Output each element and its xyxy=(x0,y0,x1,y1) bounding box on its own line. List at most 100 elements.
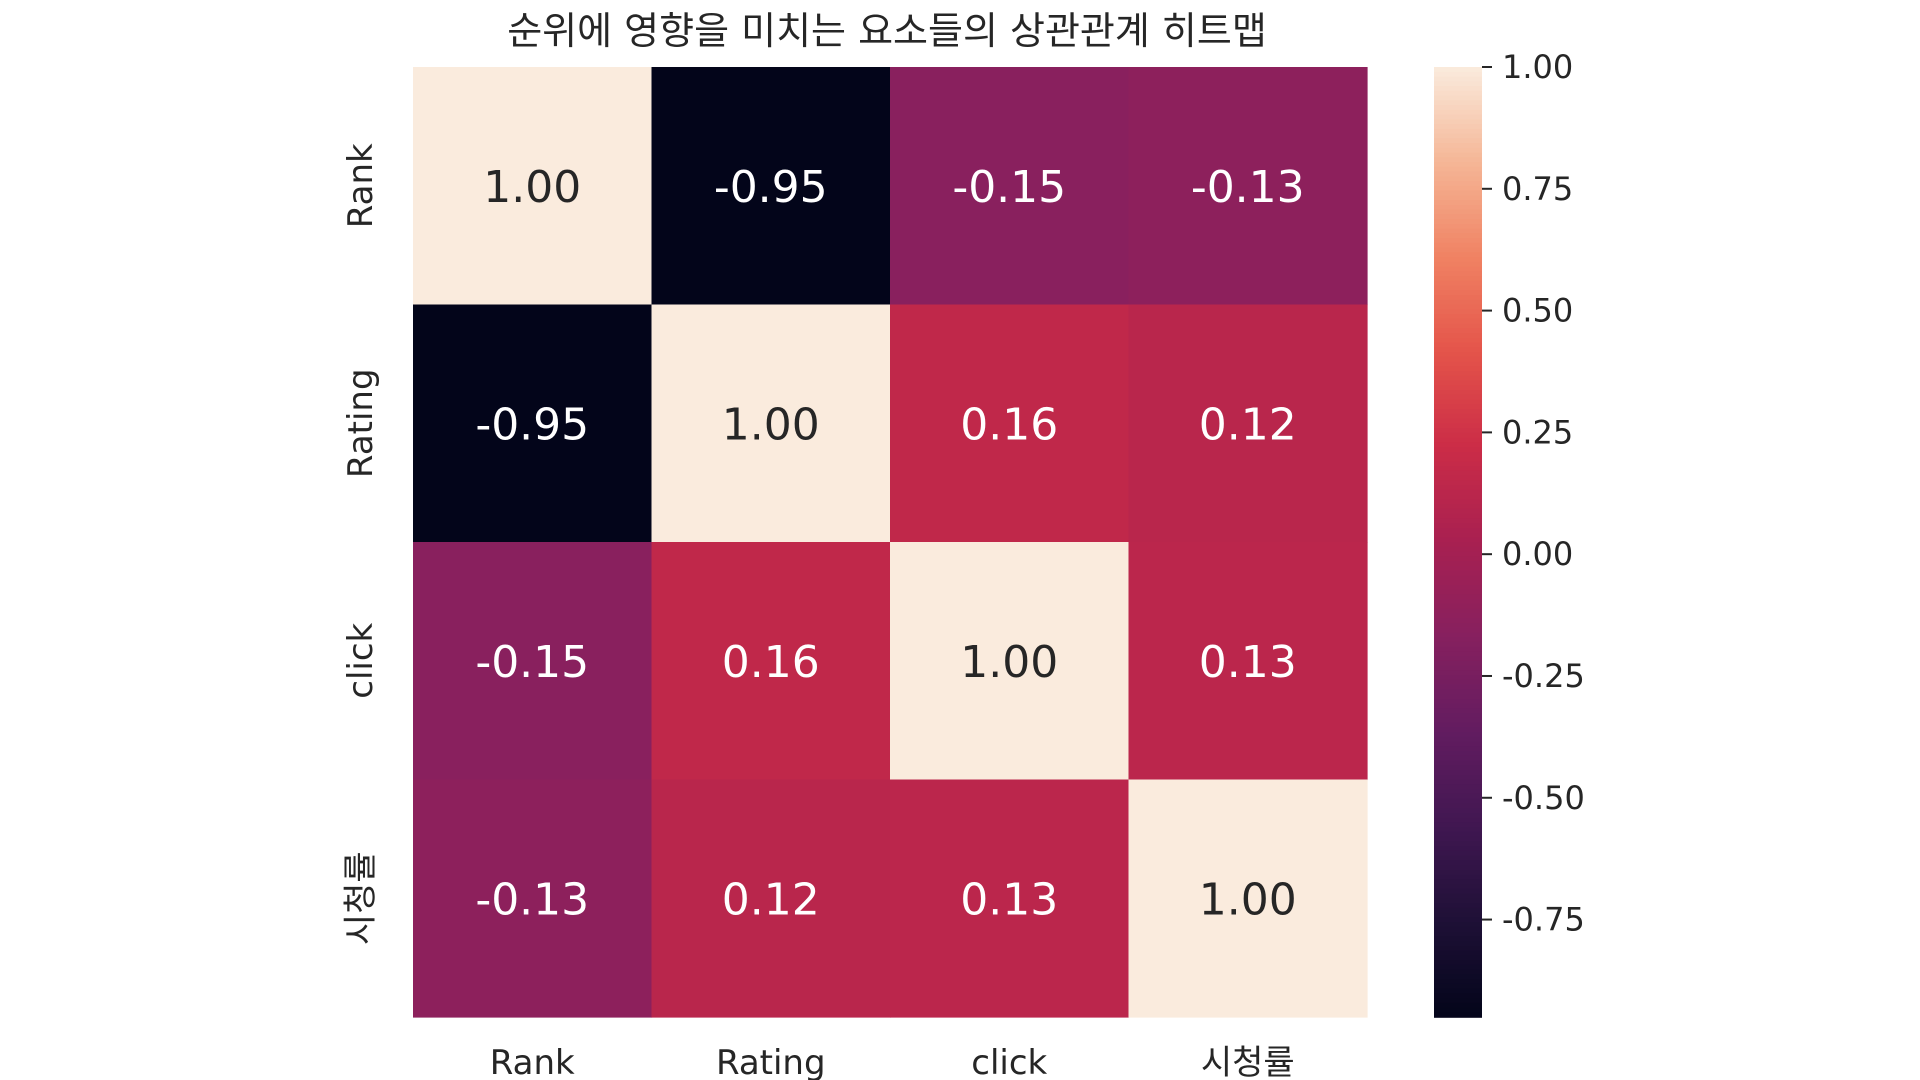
colorbar-band xyxy=(1434,770,1482,776)
colorbar-band xyxy=(1434,917,1482,923)
colorbar-band xyxy=(1434,67,1482,73)
colorbar-band xyxy=(1434,603,1482,610)
colorbar-band xyxy=(1434,736,1482,743)
heatmap-cell xyxy=(651,304,891,543)
colorbar-band xyxy=(1434,969,1482,976)
colorbar-band xyxy=(1434,280,1482,287)
colorbar-band xyxy=(1434,1012,1482,1018)
cell-value-label: 0.13 xyxy=(960,874,1058,925)
colorbar-band xyxy=(1434,447,1482,453)
colorbar-band xyxy=(1434,869,1482,876)
colorbar-band xyxy=(1434,836,1482,843)
colorbar-band xyxy=(1434,133,1482,140)
colorbar-band xyxy=(1434,537,1482,543)
colorbar-band xyxy=(1434,931,1482,938)
colorbar-band xyxy=(1434,323,1482,330)
colorbar-band xyxy=(1434,660,1482,667)
colorbar-band xyxy=(1434,209,1482,216)
colorbar-band xyxy=(1434,466,1482,472)
colorbar-band xyxy=(1434,451,1482,458)
y-tick-label: Rank xyxy=(341,143,381,228)
colorbar-band xyxy=(1434,689,1482,695)
colorbar-band xyxy=(1434,694,1482,700)
colorbar-band xyxy=(1434,765,1482,771)
colorbar-band xyxy=(1434,865,1482,871)
colorbar-band xyxy=(1434,356,1482,363)
cell-value-label: -0.15 xyxy=(475,637,589,688)
y-tick-label: Rating xyxy=(341,368,381,478)
colorbar-band xyxy=(1434,594,1482,600)
colorbar-band xyxy=(1434,912,1482,919)
cell-value-label: 1.00 xyxy=(483,162,581,213)
cell-value-label: 1.00 xyxy=(722,399,820,450)
heatmap-cell xyxy=(1128,542,1368,781)
colorbar-band xyxy=(1434,656,1482,662)
colorbar-band xyxy=(1434,266,1482,273)
colorbar-band xyxy=(1434,561,1482,567)
colorbar-band xyxy=(1434,475,1482,482)
colorbar-band xyxy=(1434,988,1482,995)
colorbar-band xyxy=(1434,618,1482,624)
colorbar-band xyxy=(1434,233,1482,239)
heatmap-cell xyxy=(890,779,1130,1018)
colorbar-band xyxy=(1434,613,1482,619)
colorbar-band xyxy=(1434,314,1482,320)
colorbar-band xyxy=(1434,238,1482,244)
colorbar-band xyxy=(1434,565,1482,572)
colorbar-band xyxy=(1434,442,1482,448)
colorbar-band xyxy=(1434,898,1482,904)
colorbar-band xyxy=(1434,641,1482,648)
cell-value-label: -0.95 xyxy=(475,399,589,450)
colorbar-band xyxy=(1434,413,1482,420)
colorbar-band xyxy=(1434,941,1482,947)
heatmap-cell xyxy=(890,304,1130,543)
colorbar-band xyxy=(1434,646,1482,653)
cell-value-label: -0.15 xyxy=(952,162,1066,213)
cell-value-label: 1.00 xyxy=(960,637,1058,688)
colorbar-tick-label: 0.00 xyxy=(1502,535,1573,573)
colorbar-band xyxy=(1434,71,1482,78)
colorbar-band xyxy=(1434,428,1482,434)
y-tick-label: click xyxy=(341,622,381,698)
colorbar-band xyxy=(1434,580,1482,586)
colorbar-band xyxy=(1434,81,1482,87)
colorbar-band xyxy=(1434,470,1482,477)
colorbar-band xyxy=(1434,879,1482,885)
heatmap-cell xyxy=(1128,779,1368,1018)
colorbar-band xyxy=(1434,955,1482,961)
colorbar-band xyxy=(1434,166,1482,173)
cell-value-label: -0.13 xyxy=(1191,162,1305,213)
heatmap-cell xyxy=(890,67,1130,306)
heatmap-cell xyxy=(890,542,1130,781)
colorbar-band xyxy=(1434,342,1482,349)
colorbar-tick-label: 1.00 xyxy=(1502,48,1573,86)
colorbar-band xyxy=(1434,176,1482,182)
colorbar-band xyxy=(1434,380,1482,387)
colorbar-band xyxy=(1434,846,1482,852)
cell-value-label: 1.00 xyxy=(1199,874,1297,925)
colorbar-band xyxy=(1434,727,1482,733)
colorbar-band xyxy=(1434,152,1482,159)
colorbar-band xyxy=(1434,632,1482,638)
colorbar-band xyxy=(1434,95,1482,102)
colorbar-band xyxy=(1434,128,1482,135)
colorbar-band xyxy=(1434,855,1482,862)
colorbar-band xyxy=(1434,784,1482,790)
colorbar-band xyxy=(1434,960,1482,966)
colorbar-band xyxy=(1434,499,1482,505)
colorbar-band xyxy=(1434,390,1482,396)
colorbar-band xyxy=(1434,299,1482,306)
x-tick-label: Rating xyxy=(716,1043,826,1080)
colorbar-band xyxy=(1434,936,1482,942)
colorbar-band xyxy=(1434,489,1482,496)
heatmap-cell xyxy=(413,779,653,1018)
colorbar-band xyxy=(1434,926,1482,933)
colorbar-tick-label: 0.75 xyxy=(1502,170,1573,208)
colorbar-band xyxy=(1434,608,1482,615)
colorbar-band xyxy=(1434,812,1482,819)
colorbar-band xyxy=(1434,371,1482,377)
colorbar-band xyxy=(1434,523,1482,529)
colorbar-band xyxy=(1434,708,1482,714)
x-axis-labels: Rank Rating click 시청률 xyxy=(490,1043,1295,1080)
cell-value-label: 0.16 xyxy=(722,637,820,688)
